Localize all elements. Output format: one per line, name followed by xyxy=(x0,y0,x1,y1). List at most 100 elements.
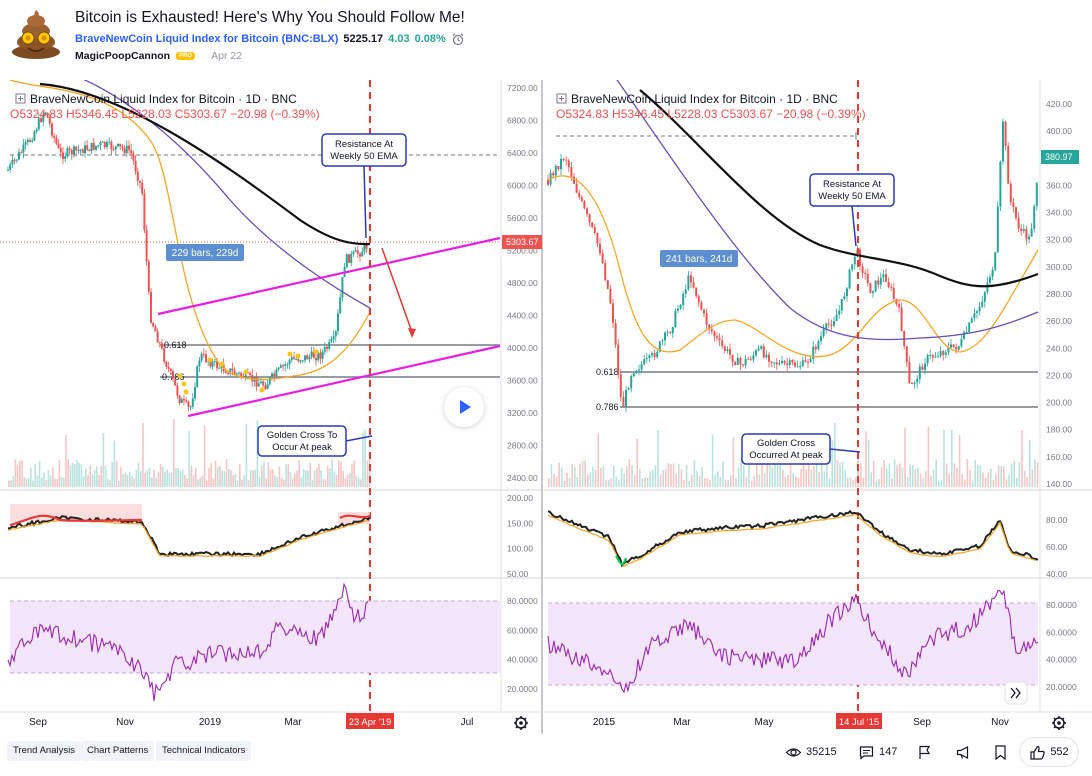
like-button[interactable]: 552 xyxy=(1019,737,1079,767)
right-mid-scale[interactable]: 80.00 60.00 40.00 xyxy=(1046,515,1068,579)
right-volume-bar-84 xyxy=(766,463,768,487)
left-candle-body-99 xyxy=(224,370,227,373)
left-rsi-scale[interactable]: 80.0000 60.0000 40.0000 20.0000 xyxy=(507,596,538,694)
tag-technical-indicators[interactable]: Technical Indicators xyxy=(156,741,252,761)
right-candle-body-2 xyxy=(552,172,555,176)
left-candle-body-129 xyxy=(290,357,293,361)
left-candle-body-77 xyxy=(176,385,179,396)
right-candle-body-155 xyxy=(950,344,952,348)
symbol-link[interactable]: BraveNewCoin Liquid Index for Bitcoin (B… xyxy=(75,33,339,45)
right-price-tick-14: 140.00 xyxy=(1046,479,1072,489)
author-name[interactable]: MagicPoopCannon xyxy=(75,50,171,62)
right-volume-bar-83 xyxy=(763,473,766,487)
left-volume-bar-14 xyxy=(38,460,41,487)
right-candle-body-10 xyxy=(573,176,575,184)
publish-date: Apr 22 xyxy=(211,50,243,62)
right-candle-body-187 xyxy=(1033,206,1036,229)
left-volume-bar-17 xyxy=(45,480,47,487)
left-volume-bar-4 xyxy=(16,464,19,487)
left-volume-bar-80 xyxy=(184,474,186,487)
right-candle-body-106 xyxy=(822,328,825,337)
left-chart[interactable]: 0.618 0.786 229 bars, 229d Resistance At… xyxy=(0,69,543,734)
comments-button[interactable]: 147 xyxy=(858,742,897,762)
left-volume-bar-146 xyxy=(329,468,331,487)
idea-title[interactable]: Bitcoin is Exhausted! Here's Why You Sho… xyxy=(75,9,465,26)
left-candle-body-84 xyxy=(191,398,194,407)
tag-trend-analysis[interactable]: Trend Analysis xyxy=(7,741,81,761)
right-price-tick-5: 320.00 xyxy=(1046,235,1072,245)
bookmark-icon[interactable] xyxy=(992,744,1009,761)
left-volume-bar-85 xyxy=(195,467,197,487)
right-volume-bar-2 xyxy=(553,474,555,487)
left-price-scale[interactable]: 7200.00 6800.00 6400.00 6000.00 5600.00 5200.… xyxy=(507,83,538,483)
right-candle-body-98 xyxy=(801,360,804,367)
left-candle-body-114 xyxy=(257,383,260,387)
left-volume-bar-6 xyxy=(21,460,23,487)
right-candle-body-173 xyxy=(996,206,999,253)
left-volume-bar-28 xyxy=(69,465,72,487)
left-candle-body-139 xyxy=(312,351,315,359)
right-volume-bar-34 xyxy=(636,438,638,487)
left-candle-body-82 xyxy=(187,401,190,407)
right-candle-body-159 xyxy=(960,339,963,347)
left-price-tick-2: 6400.00 xyxy=(507,148,538,158)
right-volume-bar-13 xyxy=(581,461,584,487)
left-candle-body-0 xyxy=(7,169,9,171)
right-candle-body-32 xyxy=(630,376,633,389)
right-volume-bar-156 xyxy=(953,463,956,487)
poop-emoji-avatar-icon[interactable] xyxy=(10,8,62,60)
right-candle-body-140 xyxy=(911,382,913,384)
right-volume-bar-129 xyxy=(883,459,885,487)
left-candle-body-161 xyxy=(361,251,364,257)
left-candle-body-43 xyxy=(101,141,104,143)
left-golden-note-line1: Golden Cross To xyxy=(267,430,338,441)
left-volume-bar-143 xyxy=(322,479,325,487)
right-volume-bar-19 xyxy=(597,433,599,487)
play-replay-button[interactable] xyxy=(444,387,484,427)
right-candle-body-156 xyxy=(952,344,955,347)
left-volume-bar-158 xyxy=(355,475,358,487)
right-volume-bar-43 xyxy=(659,474,662,487)
chart-canvas[interactable]: 0.618 0.786 229 bars, 229d Resistance At… xyxy=(0,69,1092,734)
right-candle-body-167 xyxy=(981,301,984,307)
right-volume-bar-39 xyxy=(649,471,651,487)
chart-area[interactable]: 0.618 0.786 229 bars, 229d Resistance At… xyxy=(0,69,1092,734)
symbol-price: 5225.17 xyxy=(343,33,384,45)
left-candle-body-155 xyxy=(348,254,350,263)
right-settings-gear-icon[interactable] xyxy=(1052,716,1066,730)
pro-badge: PRO xyxy=(176,52,196,60)
right-candle-body-15 xyxy=(586,208,588,215)
right-volume-bar-74 xyxy=(740,459,742,487)
right-volume-bar-37 xyxy=(644,476,646,487)
left-volume-bar-74 xyxy=(170,472,173,487)
left-candle-body-32 xyxy=(77,149,80,151)
left-candle-body-123 xyxy=(277,367,280,370)
right-candle-body-114 xyxy=(843,296,846,299)
tag-chart-patterns[interactable]: Chart Patterns xyxy=(81,741,155,761)
right-volume-bar-118 xyxy=(854,477,857,487)
scroll-to-realtime-button[interactable] xyxy=(1004,681,1028,705)
right-volume-bar-102 xyxy=(813,466,815,487)
right-chart[interactable]: 0.618 0.786 241 bars, 241d Resistance At… xyxy=(544,69,1092,730)
right-volume-bar-116 xyxy=(849,477,852,487)
left-candle-body-145 xyxy=(326,346,328,349)
left-candle-body-24 xyxy=(59,148,62,153)
left-legend-collapse-icon[interactable] xyxy=(15,93,26,104)
right-volume-bar-172 xyxy=(995,474,997,487)
right-volume-bar-187 xyxy=(1034,459,1036,487)
right-rsi-scale[interactable]: 80.0000 60.0000 40.0000 20.0000 xyxy=(1046,600,1077,692)
alarm-clock-icon[interactable] xyxy=(451,32,465,46)
right-candle-body-181 xyxy=(1017,217,1020,229)
megaphone-share-icon[interactable] xyxy=(955,744,972,761)
left-candle-body-119 xyxy=(268,377,271,385)
right-candle-body-17 xyxy=(591,222,594,228)
left-price-tick-7: 4400.00 xyxy=(507,311,538,321)
left-settings-gear-icon[interactable] xyxy=(514,716,528,730)
flag-icon[interactable] xyxy=(916,744,933,761)
left-mid-scale[interactable]: 200.00 150.00 100.00 50.00 xyxy=(507,493,533,579)
right-legend-collapse-icon[interactable] xyxy=(556,93,567,104)
right-volume-bar-73 xyxy=(737,467,740,487)
right-volume-bar-149 xyxy=(935,459,937,487)
right-candle-body-22 xyxy=(604,263,607,281)
left-candle-body-144 xyxy=(323,346,326,352)
